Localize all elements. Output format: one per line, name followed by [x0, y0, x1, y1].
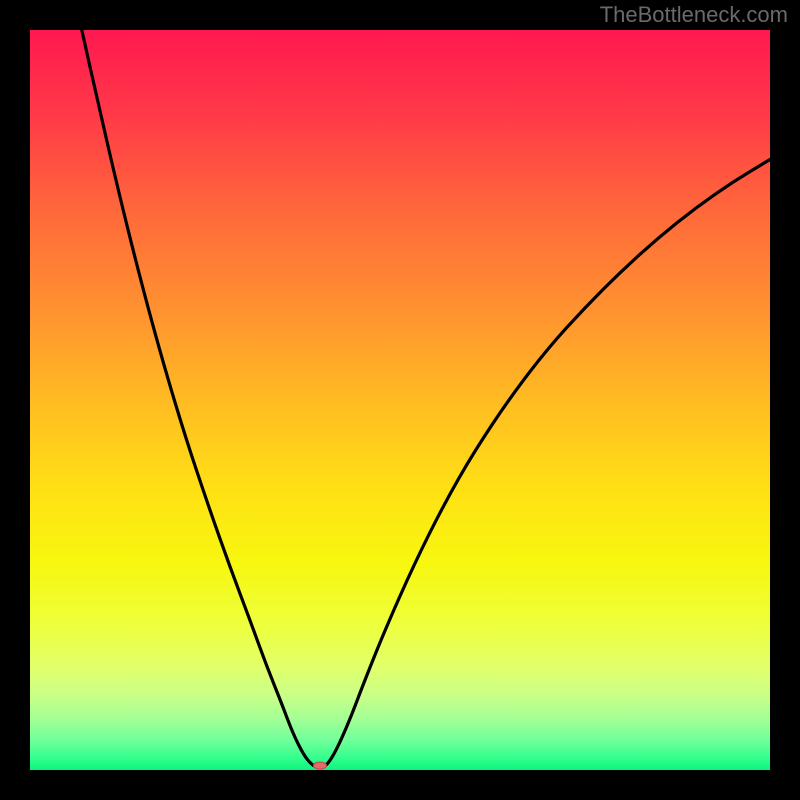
- optimal-point-marker: [313, 761, 327, 770]
- plot-area: [30, 30, 770, 770]
- bottleneck-curve: [30, 30, 770, 770]
- watermark-text: TheBottleneck.com: [600, 2, 788, 28]
